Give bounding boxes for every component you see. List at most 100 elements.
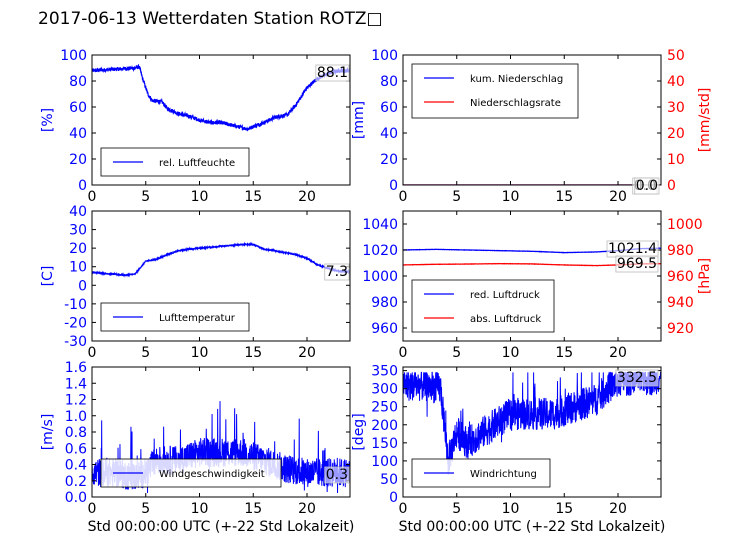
- humidity-ytick-label-5: 100: [60, 48, 87, 64]
- temperature-ytick-label-4: 10: [69, 260, 87, 276]
- humidity-ytick-label-2: 40: [69, 126, 87, 142]
- winddir-ytick-label-5: 250: [371, 400, 398, 416]
- pressure-ytick-label-3: 1020: [362, 243, 398, 259]
- windspeed-xtick-label-3: 15: [244, 501, 262, 517]
- winddir-ytick-label-4: 200: [371, 418, 398, 434]
- windspeed-xtick-label-2: 10: [191, 501, 209, 517]
- temperature-ytick-label-1: -20: [64, 315, 87, 331]
- precip-ytick-label-1: 20: [380, 152, 398, 168]
- humidity-series-0: [92, 63, 350, 132]
- temperature-frame: [91, 210, 351, 342]
- humidity-ytick-label-1: 20: [69, 152, 87, 168]
- temperature-value-box-0: [324, 263, 350, 281]
- winddir-xtick-label-2: 10: [502, 501, 520, 517]
- temperature-xtick-label-0: 0: [88, 345, 97, 361]
- pressure-legend: [411, 279, 555, 333]
- precip-xtick-label-4: 20: [609, 189, 627, 205]
- humidity-xtick-label-1: 5: [141, 189, 150, 205]
- temperature-ylabel: [C]: [40, 266, 56, 287]
- winddir-ytick-label-6: 300: [371, 382, 398, 398]
- temperature-ytick-label-3: 0: [78, 278, 87, 294]
- precip-ytick2-label-0: 0: [667, 178, 676, 194]
- precip-value-box-1: [634, 177, 660, 195]
- winddir-value-box-0: [615, 369, 659, 387]
- temperature-ytick-label-0: -30: [64, 334, 87, 350]
- pressure-ytick2-label-4: 1000: [667, 217, 703, 233]
- pressure-ytick-label-1: 980: [371, 295, 398, 311]
- precip-ytick2-label-1: 10: [667, 152, 685, 168]
- precip-ytick2-label-3: 30: [667, 100, 685, 116]
- pressure-xtick-label-0: 0: [399, 345, 408, 361]
- winddir-ytick-label-0: 0: [389, 490, 398, 506]
- winddir-series-0: [403, 371, 661, 475]
- precip-ytick-label-5: 100: [371, 48, 398, 64]
- pressure-ytick-label-4: 1040: [362, 217, 398, 233]
- temperature-ytick-label-2: -10: [64, 297, 87, 313]
- temperature-series-0: [92, 241, 350, 278]
- precip-xtick-label-2: 10: [502, 189, 520, 205]
- pressure-ytick2-label-0: 920: [667, 321, 694, 337]
- precip-ylabel2: [mm/std]: [697, 88, 713, 153]
- windspeed-value-label-0: 0.3: [326, 467, 348, 483]
- winddir-xlabel: Std 00:00:00 UTC (+-22 Std Lokalzeit): [399, 519, 666, 535]
- windspeed-xtick-label-0: 0: [88, 501, 97, 517]
- windspeed-xtick-label-4: 20: [298, 501, 316, 517]
- pressure-ylabel2: [hPa]: [697, 258, 713, 294]
- pressure-ytick2-label-2: 960: [667, 269, 694, 285]
- temperature-ytick-label-6: 30: [69, 223, 87, 239]
- precip-xtick-label-1: 5: [452, 189, 461, 205]
- precip-legend-label-1: Niederschlagsrate: [470, 98, 561, 109]
- precip-xtick-label-3: 15: [555, 189, 573, 205]
- pressure-ytick-label-0: 960: [371, 321, 398, 337]
- humidity-value-label-0: 88.1: [317, 65, 348, 81]
- temperature-xtick-label-1: 5: [141, 345, 150, 361]
- windspeed-ytick-label-3: 0.6: [65, 441, 87, 457]
- temperature-value-label-0: 7.3: [326, 264, 348, 280]
- windspeed-ytick-label-1: 0.2: [65, 474, 87, 490]
- winddir-ylabel: [deg]: [351, 413, 367, 450]
- pressure-xtick-label-1: 5: [452, 345, 461, 361]
- precip-legend: [411, 63, 579, 119]
- winddir-xtick-label-3: 15: [555, 501, 573, 517]
- temperature-panel: 0 5 10 15 20 -30 -20 -10 0 10 20 30 40 [C] Lufttempera…: [40, 204, 351, 361]
- winddir-ytick-label-2: 100: [371, 454, 398, 470]
- temperature-xtick-label-4: 20: [298, 345, 316, 361]
- precip-ytick-label-0: 0: [389, 178, 398, 194]
- temperature-xtick-label-2: 10: [191, 345, 209, 361]
- pressure-xtick-label-4: 20: [609, 345, 627, 361]
- precip-frame: [402, 54, 662, 186]
- pressure-value-label-1: 969.5: [617, 256, 657, 272]
- pressure-panel: 0 5 10 15 20 960 980 1000 1020 1040 920 940 960 980 10…: [362, 210, 713, 361]
- precip-xtick-label-0: 0: [399, 189, 408, 205]
- humidity-ylabel: [%]: [40, 108, 56, 132]
- humidity-frame: [91, 54, 351, 186]
- pressure-xtick-label-3: 15: [555, 345, 573, 361]
- temperature-ytick-label-7: 40: [69, 204, 87, 220]
- windspeed-ytick-label-0: 0.0: [65, 490, 87, 506]
- windspeed-legend-label-0: Windgeschwindigkeit: [159, 469, 265, 480]
- windspeed-ytick-label-7: 1.4: [65, 376, 87, 392]
- pressure-ytick-label-2: 1000: [362, 269, 398, 285]
- humidity-xtick-label-4: 20: [298, 189, 316, 205]
- humidity-xtick-label-3: 15: [244, 189, 262, 205]
- precip-ylabel: [mm]: [351, 101, 367, 139]
- precip-ytick2-label-2: 20: [667, 126, 685, 142]
- winddir-xtick-label-1: 5: [452, 501, 461, 517]
- windspeed-ytick-label-8: 1.6: [65, 360, 87, 376]
- humidity-panel: 0 5 10 15 20 0 20 40 60 80 100 [%] rel. Luftfeuchte 8…: [40, 48, 351, 205]
- winddir-xtick-label-4: 20: [609, 501, 627, 517]
- precip-value-label-1: 0.0: [636, 178, 658, 194]
- humidity-ytick-label-0: 0: [78, 178, 87, 194]
- precip-ytick-label-2: 40: [380, 126, 398, 142]
- pressure-value-label-0: 1021.4: [608, 241, 657, 257]
- humidity-ytick-label-3: 60: [69, 100, 87, 116]
- winddir-ytick-label-7: 350: [371, 364, 398, 380]
- pressure-xtick-label-2: 10: [502, 345, 520, 361]
- precip-ytick2-label-5: 50: [667, 48, 685, 64]
- temperature-legend-label-0: Lufttemperatur: [159, 313, 236, 324]
- pressure-legend-label-0: red. Luftdruck: [470, 290, 540, 301]
- windspeed-ytick-label-6: 1.2: [65, 393, 87, 409]
- humidity-value-box-0: [315, 64, 350, 82]
